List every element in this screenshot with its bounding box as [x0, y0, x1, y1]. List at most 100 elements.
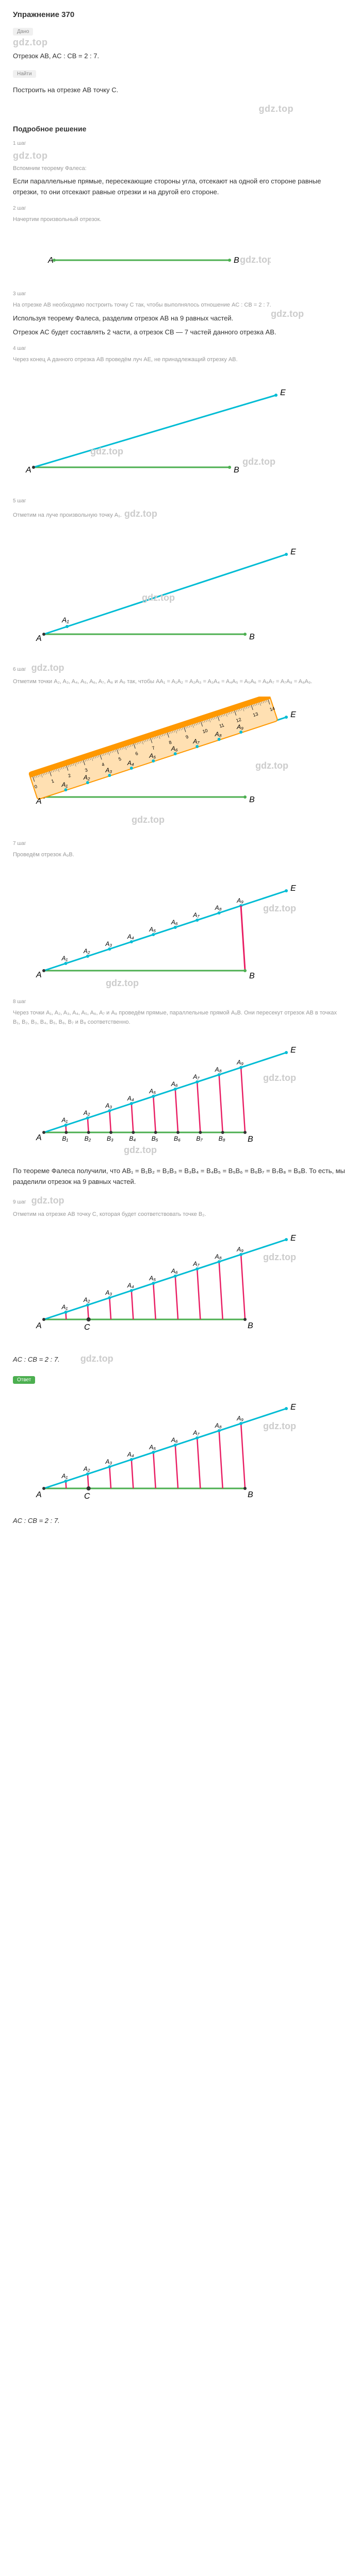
svg-text:A₅: A₅	[149, 1088, 156, 1095]
svg-text:A₉: A₉	[236, 1415, 243, 1422]
watermark: gdz.top	[13, 150, 345, 161]
step-label: 6 шаг gdz.top	[13, 663, 345, 673]
parallel-lines	[66, 1067, 245, 1132]
label-otvet: Ответ	[13, 1376, 35, 1384]
detailed-solution-title: Подробное решение	[13, 125, 345, 133]
svg-text:A₆: A₆	[171, 1267, 178, 1275]
point-B: B	[249, 795, 255, 804]
svg-text:A₁: A₁	[61, 1472, 68, 1480]
watermark: gdz.top	[263, 903, 296, 913]
point-B: B	[249, 633, 255, 641]
step2-text: Начертим произвольный отрезок.	[13, 215, 345, 225]
svg-text:A₈: A₈	[215, 1422, 222, 1429]
svg-text:B₄: B₄	[129, 1135, 136, 1142]
svg-text:B₂: B₂	[85, 1135, 91, 1142]
watermark: gdz.top	[271, 309, 304, 319]
step9-text: Отметим на отрезке AB точку C, которая б…	[13, 1210, 345, 1219]
exercise-title: Упражнение 370	[13, 10, 345, 19]
point-A: A	[36, 634, 42, 643]
point-A: A	[36, 971, 42, 979]
watermark: gdz.top	[240, 255, 271, 265]
point-A: A	[36, 1321, 42, 1330]
svg-text:A₁: A₁	[61, 1116, 68, 1124]
point-C: C	[84, 1492, 90, 1501]
svg-text:A₇: A₇	[192, 1429, 200, 1436]
svg-text:B₅: B₅	[152, 1135, 158, 1142]
step-label: 8 шаг	[13, 999, 345, 1005]
point-A: A	[36, 1133, 42, 1142]
diagram-abe: A B E gdz.top gdz.top	[13, 375, 345, 488]
watermark: gdz.top	[31, 663, 64, 673]
watermark: gdz.top	[255, 760, 288, 771]
step8-text2: По теореме Фалеса получили, что AB₁ = B₁…	[13, 1166, 345, 1188]
step1-heading: Вспомним теорему Фалеса:	[13, 164, 345, 174]
svg-text:A₂: A₂	[83, 1109, 90, 1116]
svg-text:A₉: A₉	[236, 1059, 243, 1066]
a-points: A₁A₂A₃A₄A₅A₆A₇A₈A₉	[61, 897, 243, 965]
watermark: gdz.top	[142, 592, 175, 603]
step-label: 5 шаг	[13, 498, 345, 504]
svg-text:A₇: A₇	[192, 738, 200, 745]
point-A: A	[47, 256, 54, 265]
svg-text:A₄: A₄	[127, 759, 134, 767]
point-E: E	[290, 548, 296, 556]
watermark: gdz.top	[90, 446, 123, 456]
point-E: E	[290, 710, 296, 719]
svg-text:B₁: B₁	[62, 1135, 68, 1142]
step6-lbl: 6 шаг	[13, 667, 26, 672]
step9-lbl: 9 шаг	[13, 1199, 26, 1205]
step-label: 3 шаг	[13, 291, 345, 297]
svg-text:A₆: A₆	[171, 919, 178, 926]
watermark: gdz.top	[124, 509, 157, 519]
svg-text:A₁: A₁	[61, 955, 68, 962]
svg-text:A₈: A₈	[215, 904, 222, 911]
watermark: gdz.top	[242, 456, 275, 467]
svg-text:B₆: B₆	[174, 1135, 181, 1142]
svg-text:A₈: A₈	[215, 1253, 222, 1260]
watermark: gdz.top	[106, 978, 139, 988]
point-B: B	[249, 972, 255, 980]
svg-text:A₅: A₅	[149, 1275, 156, 1282]
step8-text1: Через точки A₁, A₂, A₃, A₄, A₅, A₆, A₇ и…	[13, 1009, 345, 1027]
diagram-parallel: A₁A₂A₃A₄A₅A₆A₇A₈A₉ B₁B₂B₃B₄B₅B₆B₇B₈ A B …	[13, 1037, 345, 1156]
diagram-ruler: 01234567891011121314 A₁A₂A₃A₄A₅A₆A₇A₈A₉ …	[13, 697, 345, 831]
step-label: 4 шаг	[13, 346, 345, 351]
svg-text:B₃: B₃	[107, 1135, 113, 1142]
point-B: B	[248, 1490, 253, 1499]
step5-text: Отметим на луче произвольную точку A₁.	[13, 511, 122, 520]
watermark: gdz.top	[132, 815, 165, 825]
parallel-lines	[66, 1255, 245, 1319]
step-label: 2 шаг	[13, 206, 345, 211]
svg-text:A₂: A₂	[83, 947, 90, 955]
svg-text:A₈: A₈	[215, 1066, 222, 1073]
point-E: E	[280, 388, 286, 397]
point-B: B	[248, 1321, 253, 1330]
ratio-text: AC : CB = 2 : 7.	[13, 1355, 60, 1363]
point-A1: A₁	[61, 616, 69, 624]
point-E: E	[290, 1046, 296, 1055]
watermark: gdz.top	[31, 1195, 64, 1206]
svg-text:A₇: A₇	[192, 1260, 200, 1267]
parallel-lines	[66, 1423, 245, 1488]
svg-text:A₅: A₅	[149, 752, 156, 759]
point-B: B	[234, 256, 239, 265]
svg-text:A₃: A₃	[105, 1289, 112, 1296]
step7-text: Проведём отрезок A₉B.	[13, 851, 345, 860]
watermark: gdz.top	[263, 1073, 296, 1083]
step-label: 9 шаг gdz.top	[13, 1195, 345, 1206]
svg-text:A₇: A₇	[192, 1073, 200, 1080]
step-label: 7 шаг	[13, 841, 345, 846]
a-points: A₁A₂A₃A₄A₅A₆A₇A₈A₉	[61, 1246, 243, 1314]
svg-text:A₃: A₃	[105, 1458, 112, 1465]
svg-text:A₉: A₉	[236, 897, 243, 904]
step4-text: Через конец A данного отрезка AB проведё…	[13, 355, 345, 365]
diagram-c: A₁A₂A₃A₄A₅A₆A₇A₈A₉ A B E C gdz.top	[13, 1229, 345, 1337]
watermark: gdz.top	[13, 104, 294, 114]
svg-text:A₅: A₅	[149, 1444, 156, 1451]
svg-text:A₆: A₆	[171, 1080, 178, 1088]
step-label: 1 шаг	[13, 141, 345, 146]
find-text: Построить на отрезке AB точку C.	[13, 85, 345, 96]
step3-text3: Отрезок AC будет составлять 2 части, а о…	[13, 327, 345, 338]
svg-text:A₂: A₂	[83, 774, 90, 781]
diagram-a9b: A₁A₂A₃A₄A₅A₆A₇A₈A₉ A B E gdz.top gdz.top	[13, 870, 345, 989]
